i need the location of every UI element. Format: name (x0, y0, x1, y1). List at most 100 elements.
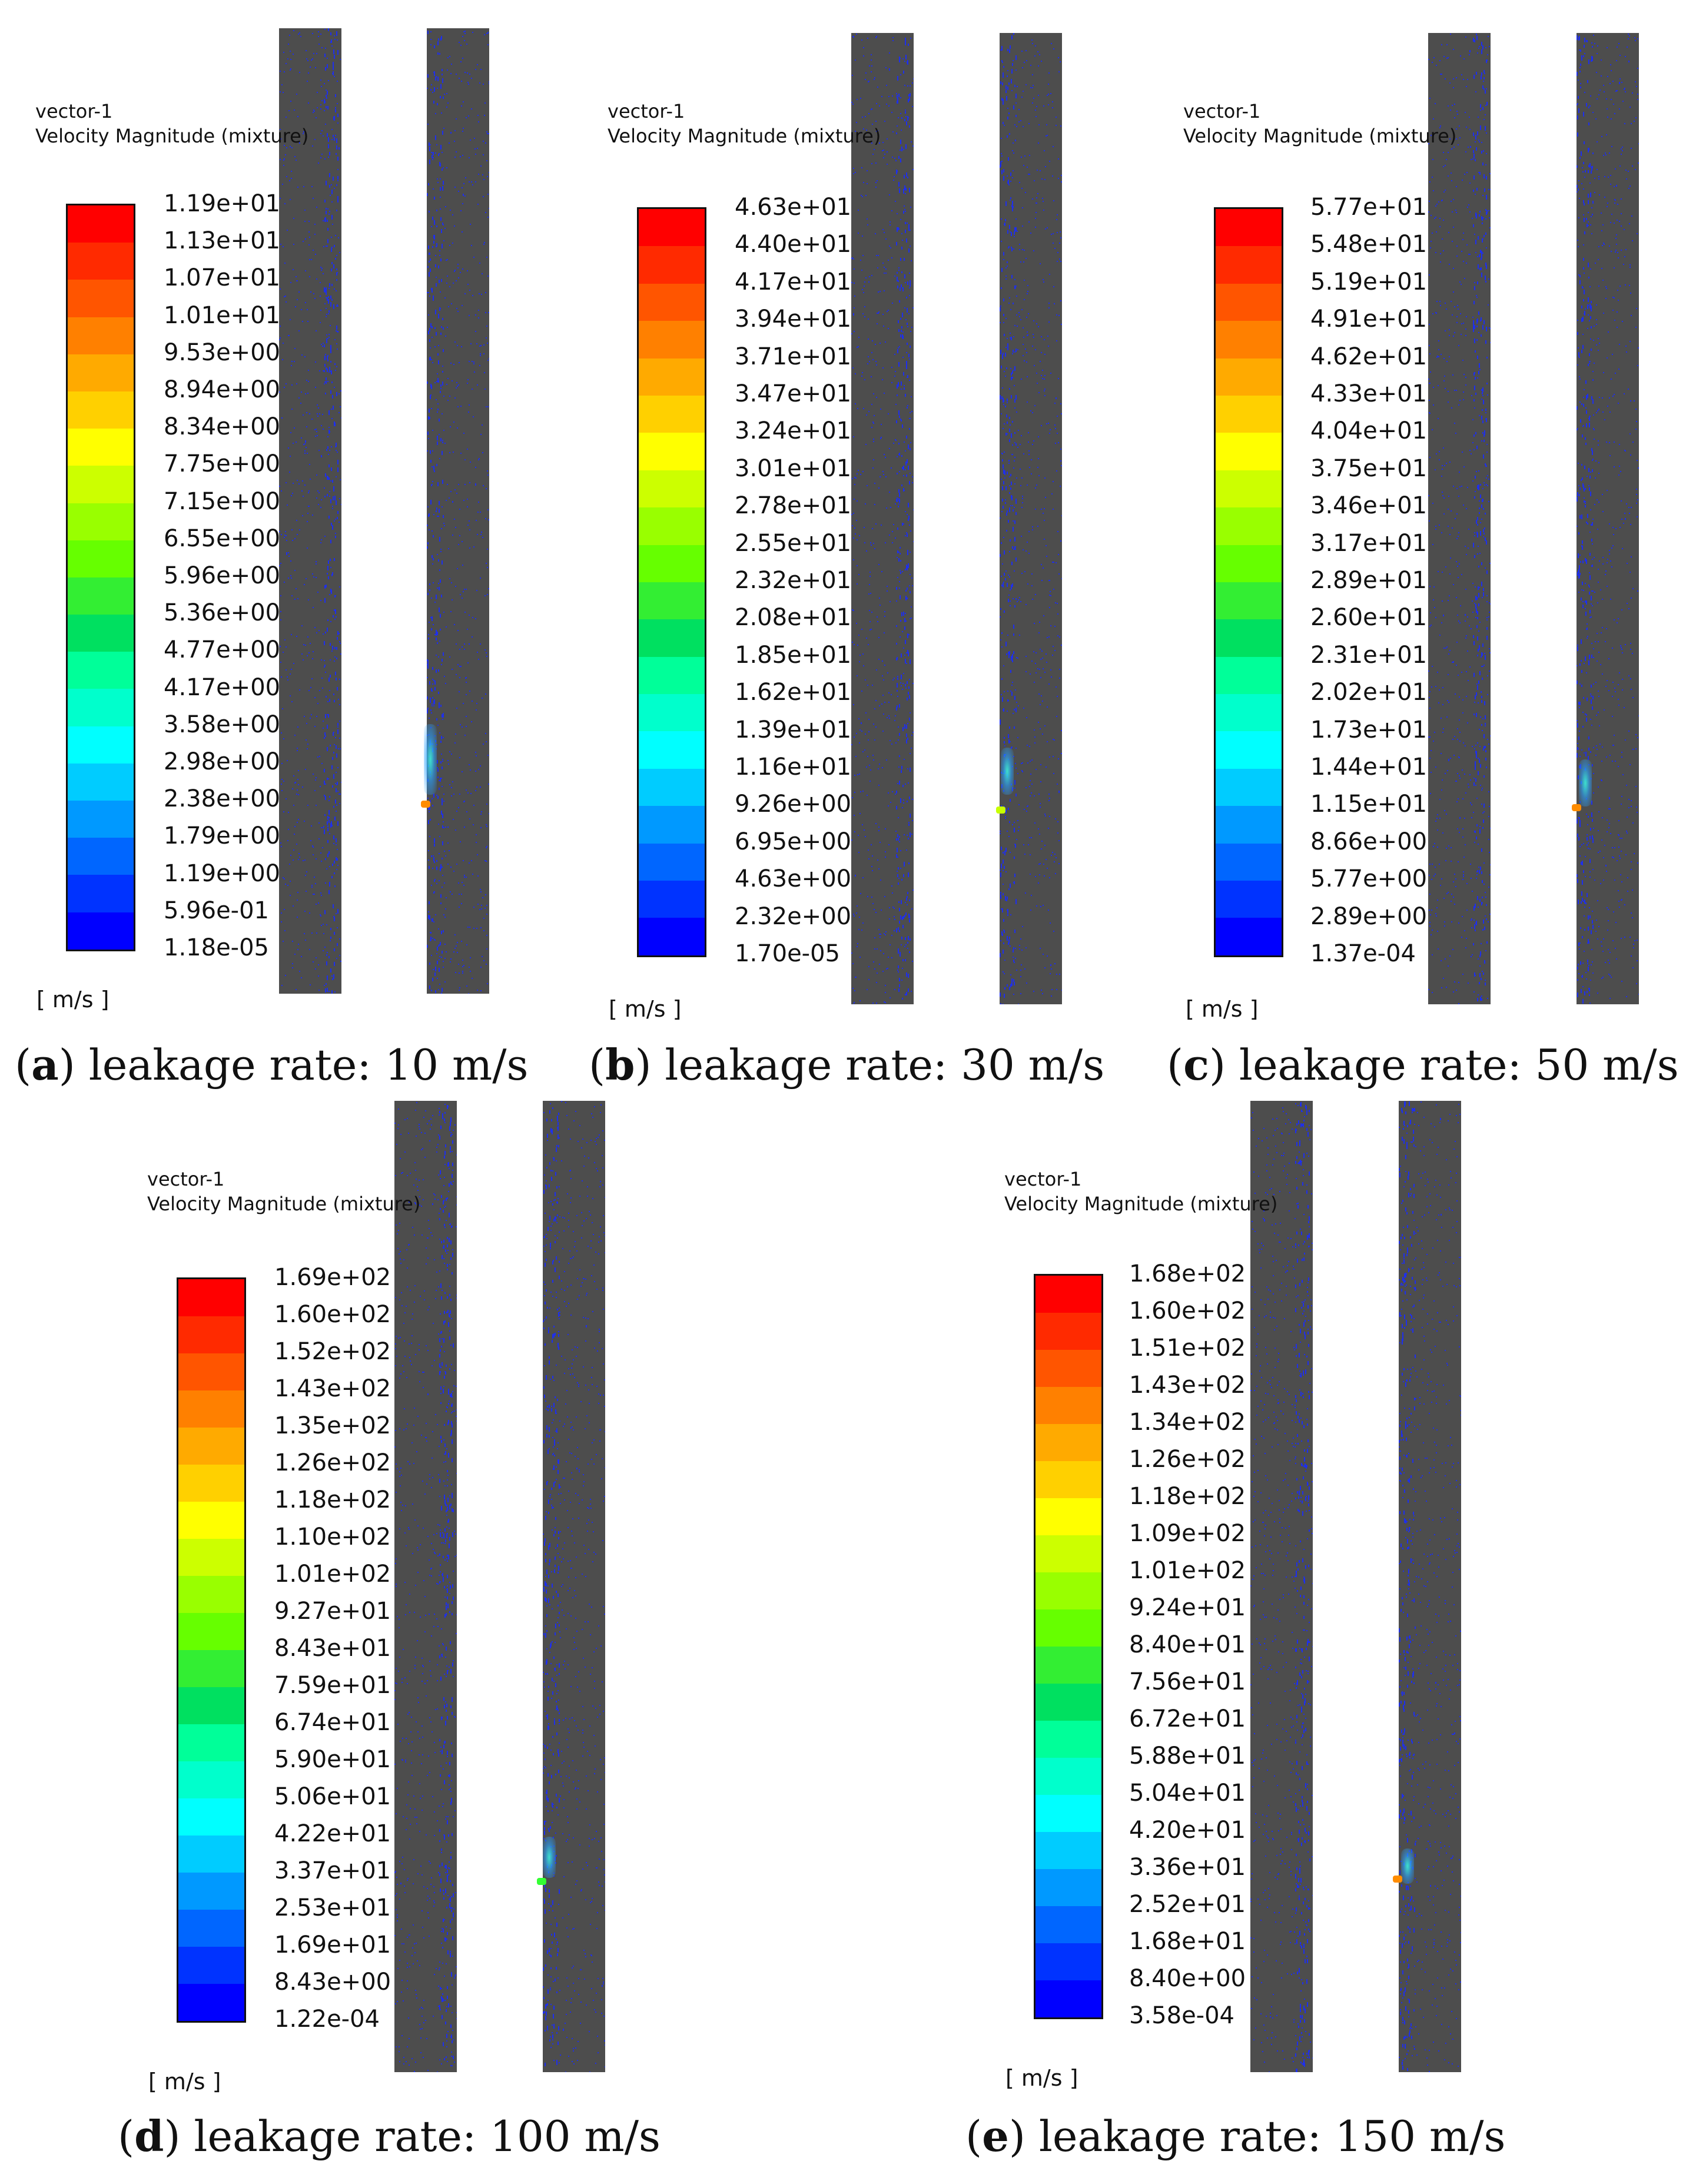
velocity-vectors (1399, 1101, 1461, 2072)
color-scale-tick-label: 2.60e+01 (1310, 604, 1428, 632)
color-scale-tick-label: 4.62e+01 (1310, 343, 1428, 370)
color-scale-tick-label: 1.44e+01 (1310, 754, 1428, 781)
color-scale-tick-label: 3.58e-04 (1129, 2002, 1235, 2029)
color-scale-tick-label: 1.26e+02 (274, 1449, 391, 1476)
color-scale-band (68, 354, 134, 391)
velocity-vectors (1428, 34, 1491, 1004)
panel-caption: (c) leakage rate: 50 m/s (1167, 1040, 1679, 1090)
color-scale-tick-label: 1.60e+02 (1129, 1297, 1246, 1325)
color-scale-band (178, 1984, 244, 2021)
color-scale-band (639, 395, 705, 433)
color-scale-tick-label: 3.36e+01 (1129, 1854, 1246, 1881)
pipe-wall-right (427, 28, 489, 994)
color-scale-tick-label: 1.69e+02 (274, 1264, 391, 1291)
color-scale-band (1216, 545, 1282, 582)
color-scale-band (1036, 1424, 1101, 1461)
color-scale-tick-label: 1.01e+02 (274, 1561, 391, 1588)
color-scale-band (1036, 1647, 1101, 1684)
pipe-wall-right (1399, 1101, 1461, 2072)
color-scale-tick-label: 2.89e+00 (1310, 902, 1428, 930)
color-scale-band (639, 470, 705, 508)
color-scale-tick-label: 2.38e+00 (164, 785, 281, 813)
color-scale-tick-label: 1.09e+02 (1129, 1520, 1246, 1547)
color-scale-band (178, 1428, 244, 1465)
pipe-wall-left (1428, 33, 1491, 1004)
color-scale-tick-label: 8.94e+00 (164, 376, 281, 403)
color-scale-band (639, 918, 705, 955)
color-scale-band (639, 321, 705, 359)
color-scale-band (639, 358, 705, 396)
pipe-wall-right (543, 1101, 605, 2072)
color-scale-band (1216, 358, 1282, 396)
color-scale-band (1216, 619, 1282, 657)
color-scale-tick-label: 1.69e+01 (274, 1931, 391, 1959)
color-scale-tick-label: 2.89e+01 (1310, 567, 1428, 594)
color-scale-band (1216, 768, 1282, 806)
color-scale-band (178, 1390, 244, 1428)
color-scale-band (1216, 582, 1282, 620)
color-scale-tick-label: 4.04e+01 (1310, 417, 1428, 445)
color-scale-band (1216, 395, 1282, 433)
color-scale-band (178, 1687, 244, 1724)
panel-caption: (e) leakage rate: 150 m/s (965, 2111, 1506, 2161)
color-scale-band (1216, 283, 1282, 321)
color-scale-tick-label: 2.55e+01 (735, 529, 852, 557)
color-scale-band (1036, 1498, 1101, 1535)
color-scale-band (1036, 1758, 1101, 1795)
color-scale-tick-label: 1.85e+01 (735, 641, 852, 669)
color-scale-band (178, 1502, 244, 1539)
color-scale-tick-label: 3.17e+01 (1310, 529, 1428, 557)
color-scale-tick-label: 1.22e-04 (274, 2006, 380, 2033)
color-scale-band (639, 694, 705, 732)
color-scale-band (1036, 1684, 1101, 1721)
color-scale-tick-label: 2.32e+00 (735, 902, 852, 930)
color-scale-band (68, 243, 134, 280)
color-scale-band (1216, 881, 1282, 918)
color-scale-band (639, 433, 705, 470)
color-scale-band (68, 577, 134, 615)
color-scale-tick-label: 8.40e+01 (1129, 1631, 1246, 1658)
color-scale-tick-label: 3.01e+01 (735, 454, 852, 482)
color-scale-tick-label: 4.33e+01 (1310, 380, 1428, 407)
color-scale-tick-label: 7.15e+00 (164, 487, 281, 515)
color-scale-tick-label: 1.19e+01 (164, 190, 281, 217)
color-scale-band (1216, 507, 1282, 545)
color-scale-tick-label: 3.71e+01 (735, 343, 852, 370)
color-scale-band (178, 1613, 244, 1650)
color-scale-tick-label: 5.48e+01 (1310, 231, 1428, 258)
color-scale-band (639, 545, 705, 582)
color-scale-band (178, 1576, 244, 1613)
color-scale-tick-label: 3.75e+01 (1310, 454, 1428, 482)
legend-title: vector-1 Velocity Magnitude (mixture) (35, 100, 309, 147)
unit-label: [ m/s ] (36, 987, 109, 1013)
velocity-vectors (1000, 33, 1062, 1004)
color-scale-tick-label: 2.31e+01 (1310, 641, 1428, 669)
color-scale-tick-label: 5.77e+00 (1310, 865, 1428, 893)
color-scale-tick-label: 6.72e+01 (1129, 1705, 1246, 1732)
velocity-vectors (543, 1101, 605, 2072)
color-scale-tick-label: 1.19e+00 (164, 859, 281, 887)
color-scale-tick-label: 5.06e+01 (274, 1783, 391, 1810)
color-scale-band (68, 801, 134, 838)
color-scale-band (639, 656, 705, 695)
color-scale-tick-label: 1.60e+02 (274, 1301, 391, 1328)
color-scale-band (1036, 1572, 1101, 1609)
color-scale-band (68, 540, 134, 577)
unit-label: [ m/s ] (609, 996, 682, 1022)
color-scale-band (1036, 1869, 1101, 1906)
color-scale-tick-label: 4.17e+01 (735, 268, 852, 296)
unit-label: [ m/s ] (148, 2069, 221, 2095)
color-scale-band (1216, 470, 1282, 508)
color-scale-band (1036, 1535, 1101, 1572)
color-scale-tick-label: 1.68e+01 (1129, 1928, 1246, 1955)
color-scale-tick-label: 2.53e+01 (274, 1894, 391, 1921)
color-scale-band (68, 615, 134, 652)
color-scale-tick-label: 1.43e+02 (1129, 1372, 1246, 1399)
color-scale-tick-label: 1.34e+02 (1129, 1409, 1246, 1436)
color-scale-tick-label: 4.91e+01 (1310, 306, 1428, 333)
color-scale-band (1036, 1609, 1101, 1647)
panel-caption: (d) leakage rate: 100 m/s (118, 2111, 661, 2161)
color-scale-tick-label: 1.18e+02 (274, 1486, 391, 1513)
color-scale-band (1036, 1387, 1101, 1424)
color-scale-band (68, 429, 134, 466)
